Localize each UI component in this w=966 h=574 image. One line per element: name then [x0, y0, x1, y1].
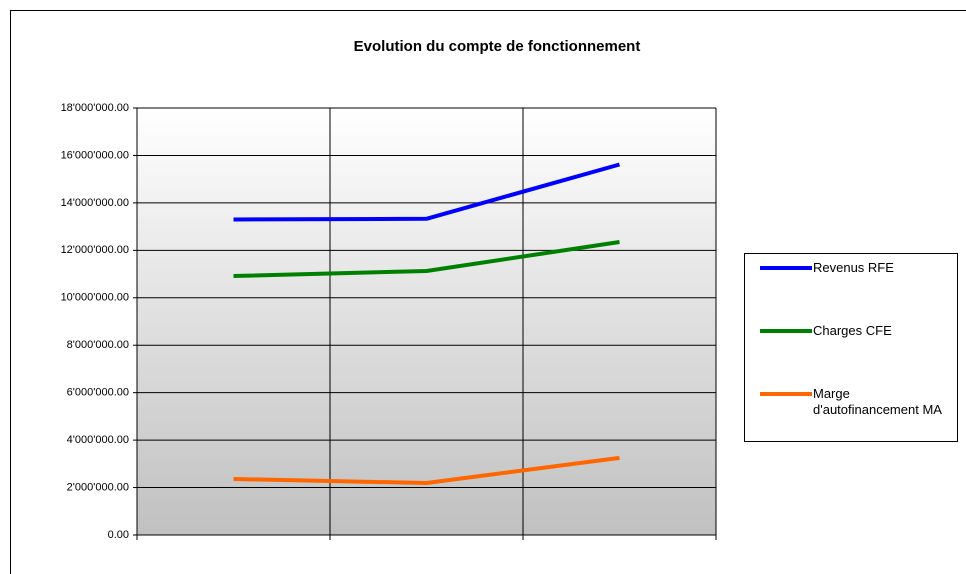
- y-tick-label: 10'000'000.00: [61, 292, 129, 304]
- legend-label: Charges CFE: [813, 323, 892, 338]
- y-tick-label: 8'000'000.00: [67, 339, 129, 351]
- y-tick-label: 4'000'000.00: [67, 434, 129, 446]
- y-tick-label: 0.00: [108, 529, 129, 541]
- y-tick-label: 2'000'000.00: [67, 481, 129, 493]
- y-tick-label: 18'000'000.00: [61, 102, 129, 114]
- legend-box: [744, 253, 958, 442]
- series-line: [233, 162, 621, 222]
- legend-label: Revenus RFE: [813, 260, 894, 275]
- y-tick-label: 12'000'000.00: [61, 244, 129, 256]
- y-tick-label: 6'000'000.00: [67, 387, 129, 399]
- y-tick-label: 16'000'000.00: [61, 149, 129, 161]
- y-tick-label: 14'000'000.00: [61, 197, 129, 209]
- legend-label: Marge d'autofinancement MA: [813, 386, 942, 417]
- series-line: [233, 455, 620, 485]
- plot-area: [137, 108, 716, 535]
- chart-title: Evolution du compte de fonctionnement: [354, 38, 641, 55]
- series-line: [233, 240, 620, 278]
